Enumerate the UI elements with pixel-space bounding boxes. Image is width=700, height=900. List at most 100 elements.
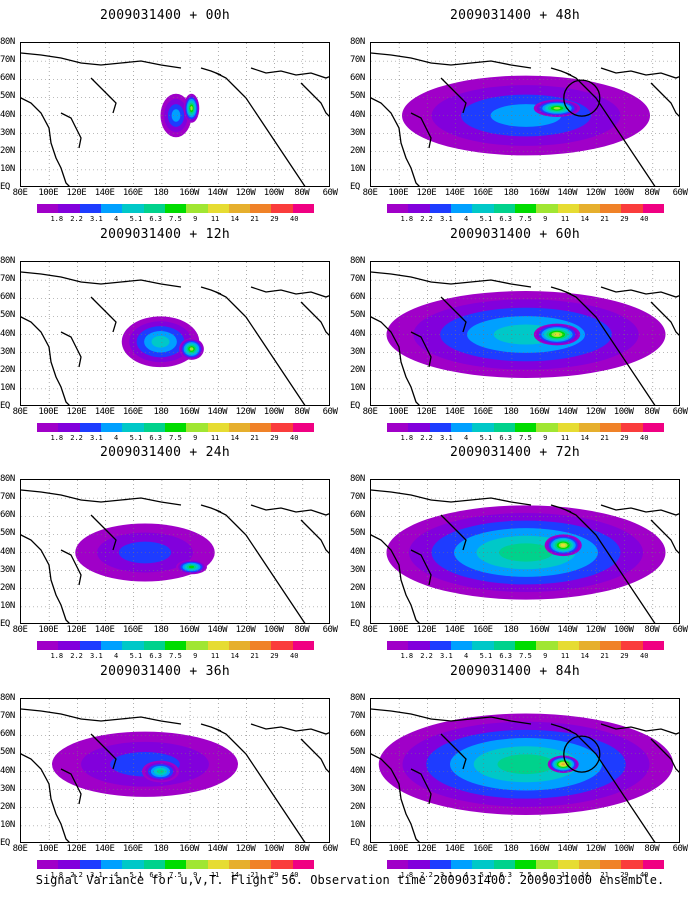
lat-tick-label: EQ [0,182,10,192]
colorbar-swatch [250,641,272,650]
lon-tick-label: 140W [207,844,228,854]
coastline [21,316,70,405]
colorbar-label: 7.5 [519,434,532,442]
variance-contour [553,106,561,110]
colorbar-label: 11 [560,434,570,442]
lat-tick-label: 50N [350,310,365,321]
colorbar-swatch [207,204,229,213]
colorbar-label: 2.2 [70,652,83,660]
lon-tick-label: 120W [235,188,256,198]
map-panel: 2009031400 + 36h 80N 70N 60N 50N 40N 30N 20N 10N… [0,664,338,879]
lon-tick-label: 120E [66,844,87,854]
colorbar-label: 29 [270,215,279,223]
colorbar-label: 7.5 [169,215,182,223]
lon-tick-label: 120W [235,625,256,635]
coastline [21,271,182,288]
colorbar-swatch [472,641,494,650]
coastline [565,72,656,186]
colorbar-label: 11 [210,215,220,223]
lat-tick-label: 10N [0,163,15,174]
lon-tick-label: 80W [294,407,310,417]
colorbar-swatch [37,641,59,650]
colorbar [37,423,315,432]
colorbar-swatch [79,641,101,650]
colorbar-labels: 1.8 2.2 3.1 4 5.1 6.3 7.5 9 11 14 21 29 40 [387,215,664,225]
lat-tick-label: 10N [350,163,365,174]
map-panel: 2009031400 + 72h 80N 70N 60N 50N 40N 30N 20N 10N… [350,445,688,660]
colorbar-labels: 1.8 2.2 3.1 4 5.1 6.3 7.5 9 11 14 21 29 40 [37,215,314,225]
lon-tick-label: 140W [557,188,578,198]
colorbar-swatch [79,423,101,432]
colorbar-swatch [186,641,208,650]
colorbar-swatch [164,641,187,650]
lat-tick-label: 10N [350,600,365,611]
colorbar-label: 4 [464,434,469,442]
colorbar-swatch [122,641,144,650]
lat-tick-label: 20N [350,364,365,375]
coastline [600,286,679,298]
colorbar-label: 5.1 [479,871,493,879]
lat-tick-label: 40N [350,109,365,120]
colorbar-swatch [37,423,59,432]
coastline [60,331,82,368]
lon-tick-label: 180 [153,407,169,417]
coastline [565,509,656,623]
variance-contour [189,347,194,351]
lat-tick-label: 10N [350,819,365,830]
lon-tick-label: 100W [263,407,284,417]
colorbar-label: 11 [560,652,570,660]
colorbar-label: 7.5 [519,871,532,879]
lon-tick-label: 160E [122,844,143,854]
colorbar-swatch [493,423,515,432]
lat-tick-label: 50N [350,528,365,539]
colorbar-labels: 1.8 2.2 3.1 4 5.1 6.3 7.5 9 11 14 21 29 40 [387,434,664,444]
colorbar-swatch [164,204,187,213]
lon-tick-label: 120E [416,407,437,417]
colorbar-label: 6.3 [499,215,513,223]
colorbar-label: 7.5 [169,871,182,879]
target-circle [563,79,601,117]
lon-tick-label: 120W [585,188,606,198]
colorbar-label: 21 [250,871,259,879]
lat-tick-label: 70N [350,711,365,722]
lon-tick-label: 60W [322,188,338,198]
lat-tick-label: 70N [0,711,15,722]
colorbar-label: 5.1 [479,215,493,223]
variance-contour [499,543,553,562]
lon-tick-label: 140E [94,844,115,854]
coastline [371,52,532,69]
colorbar-label: 21 [250,652,259,660]
colorbar-swatch [143,423,165,432]
colorbar-label: 6.3 [499,434,513,442]
coastline [440,514,467,551]
lat-tick-label: 80N [0,693,15,703]
lon-tick-label: 140W [207,188,228,198]
lat-tick-label: 60N [350,73,365,84]
colorbar-label: 21 [600,871,609,879]
lat-tick-label: 50N [0,528,15,539]
colorbar-swatch [621,204,643,213]
colorbar-swatch [250,204,272,213]
map-panel: 2009031400 + 60h 80N 70N 60N 50N 40N 30N 20N 10N… [350,227,688,442]
colorbar-swatch [429,204,451,213]
colorbar-swatch [250,860,272,869]
coastline [371,489,532,506]
colorbar-label: 14 [230,434,240,442]
colorbar-swatch [536,860,558,869]
colorbar-label: 2.2 [420,871,433,879]
colorbar-swatch [514,641,537,650]
lat-tick-label: 30N [0,564,15,575]
colorbar-label: 40 [289,871,299,879]
lon-tick-label: 160W [529,844,549,854]
map-panel: 2009031400 + 00h 80N 70N 60N 50N 40N 30N 20N 10N… [0,8,338,223]
coastline [371,271,532,288]
colorbar-swatch [292,423,315,432]
colorbar-swatch [621,641,643,650]
panel-title: 2009031400 + 72h [449,445,581,460]
coastline [650,738,679,773]
colorbar-label: 3.1 [90,871,103,879]
colorbar-swatch [79,204,101,213]
coastline [410,549,432,586]
colorbar-labels: 1.8 2.2 3.1 4 5.1 6.3 7.5 9 11 14 21 29 40 [387,871,664,881]
colorbar-label: 11 [210,652,220,660]
